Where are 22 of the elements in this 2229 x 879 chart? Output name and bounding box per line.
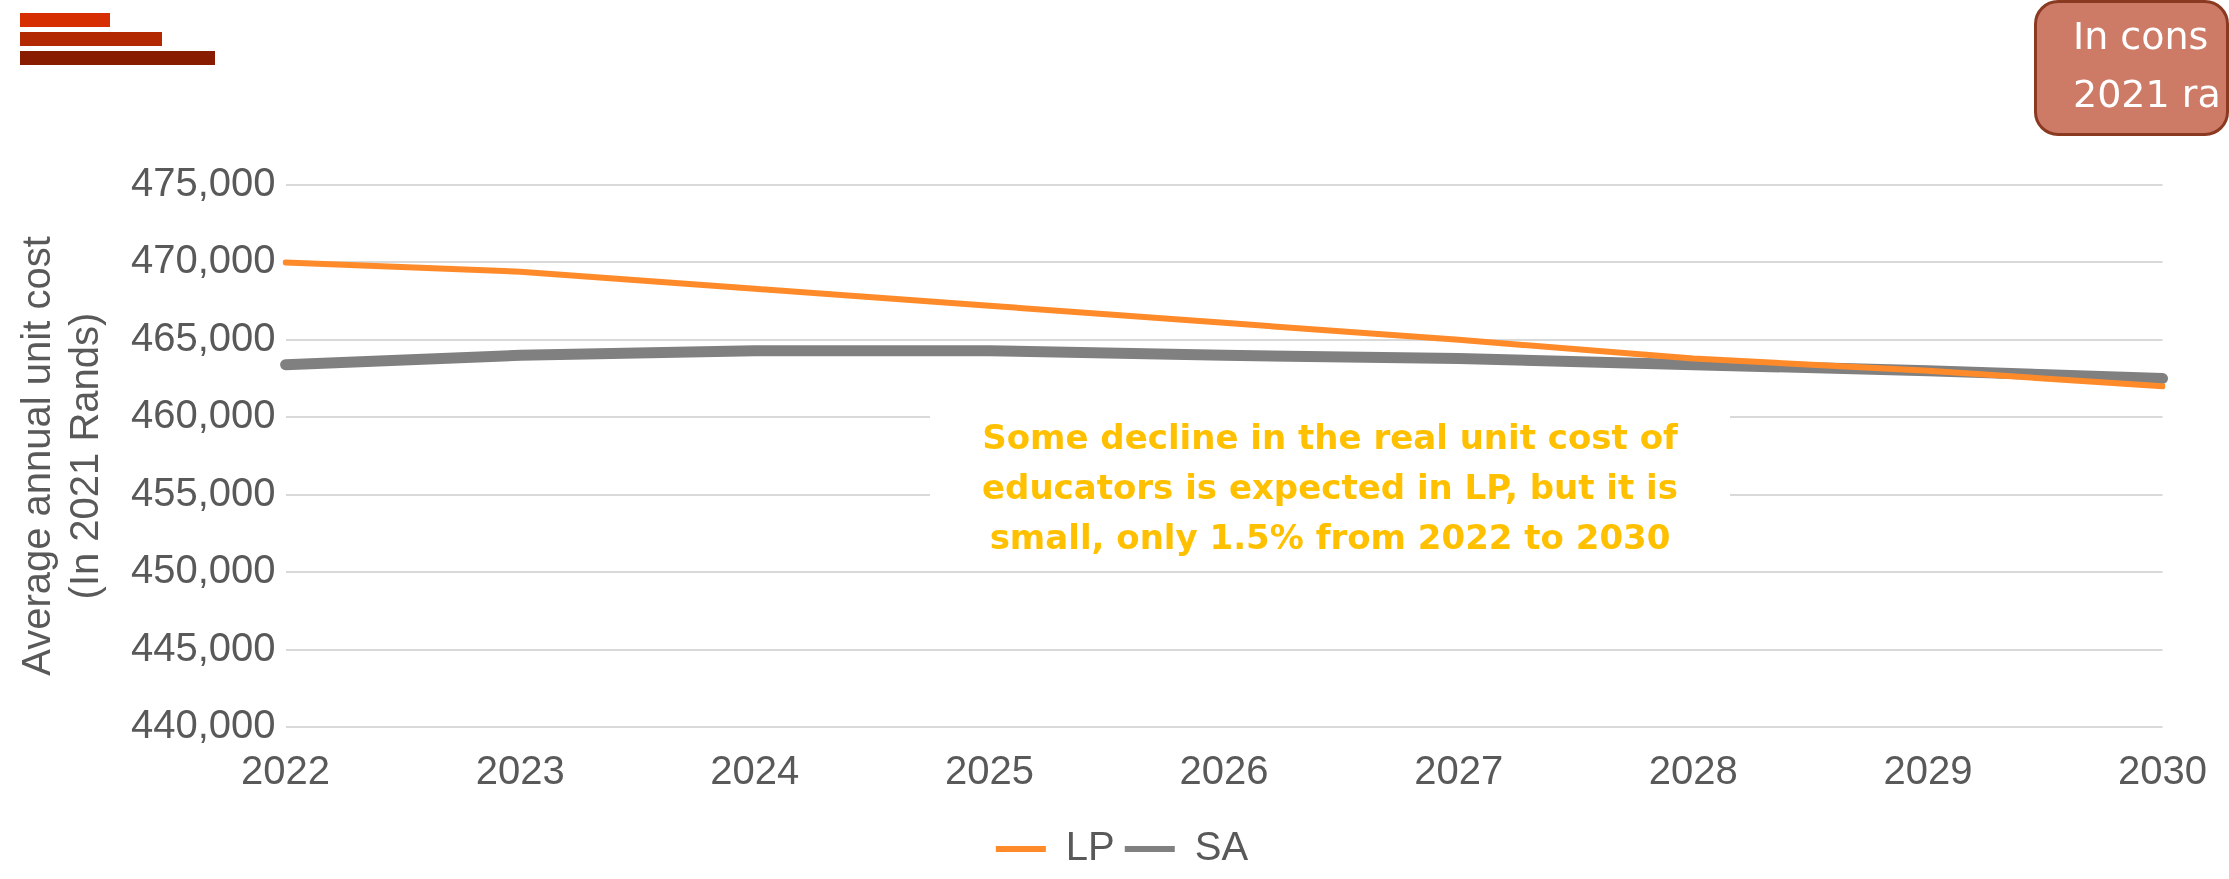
x-tick-label: 2028 xyxy=(1648,748,1738,793)
legend-label: LP xyxy=(1065,824,1115,869)
y-tick-label: 475,000 xyxy=(131,160,276,205)
y-axis-title: Average annual unit cost (In 2021 Rands) xyxy=(14,236,107,676)
x-tick-label: 2024 xyxy=(710,748,800,793)
y-tick-label: 440,000 xyxy=(131,702,276,747)
y-tick-label: 450,000 xyxy=(131,547,276,592)
x-tick-label: 2027 xyxy=(1414,748,1504,793)
annotation: Some decline in the real unit cost of educators is expected in LP, but it is small, only 1.5% from 2022 to 2030 xyxy=(930,412,1730,562)
y-tick-label: 470,000 xyxy=(131,237,276,282)
x-tick-label: 2026 xyxy=(1179,748,1269,793)
y-tick-label: 460,000 xyxy=(131,392,276,437)
x-tick-label: 2025 xyxy=(944,748,1034,793)
y-tick-label: 445,000 xyxy=(131,624,276,669)
legend-label: SA xyxy=(1194,824,1249,869)
y-tick-label: 465,000 xyxy=(131,314,276,359)
x-tick-label: 2029 xyxy=(1883,748,1973,793)
x-tick-label: 2030 xyxy=(2118,748,2207,793)
x-tick-label: 2022 xyxy=(241,748,331,793)
y-tick-label: 455,000 xyxy=(131,469,276,514)
text: In cons 2021 ra xyxy=(2034,0,2229,136)
x-tick-label: 2023 xyxy=(475,748,565,793)
